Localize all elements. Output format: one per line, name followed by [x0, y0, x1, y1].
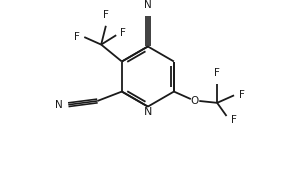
Text: F: F: [120, 28, 126, 38]
Text: N: N: [144, 107, 152, 117]
Text: F: F: [74, 32, 79, 42]
Text: N: N: [144, 0, 152, 10]
Text: N: N: [55, 100, 63, 110]
Text: F: F: [214, 68, 220, 78]
Text: O: O: [190, 96, 199, 106]
Text: F: F: [239, 90, 245, 100]
Text: F: F: [231, 115, 237, 125]
Text: F: F: [103, 10, 109, 20]
